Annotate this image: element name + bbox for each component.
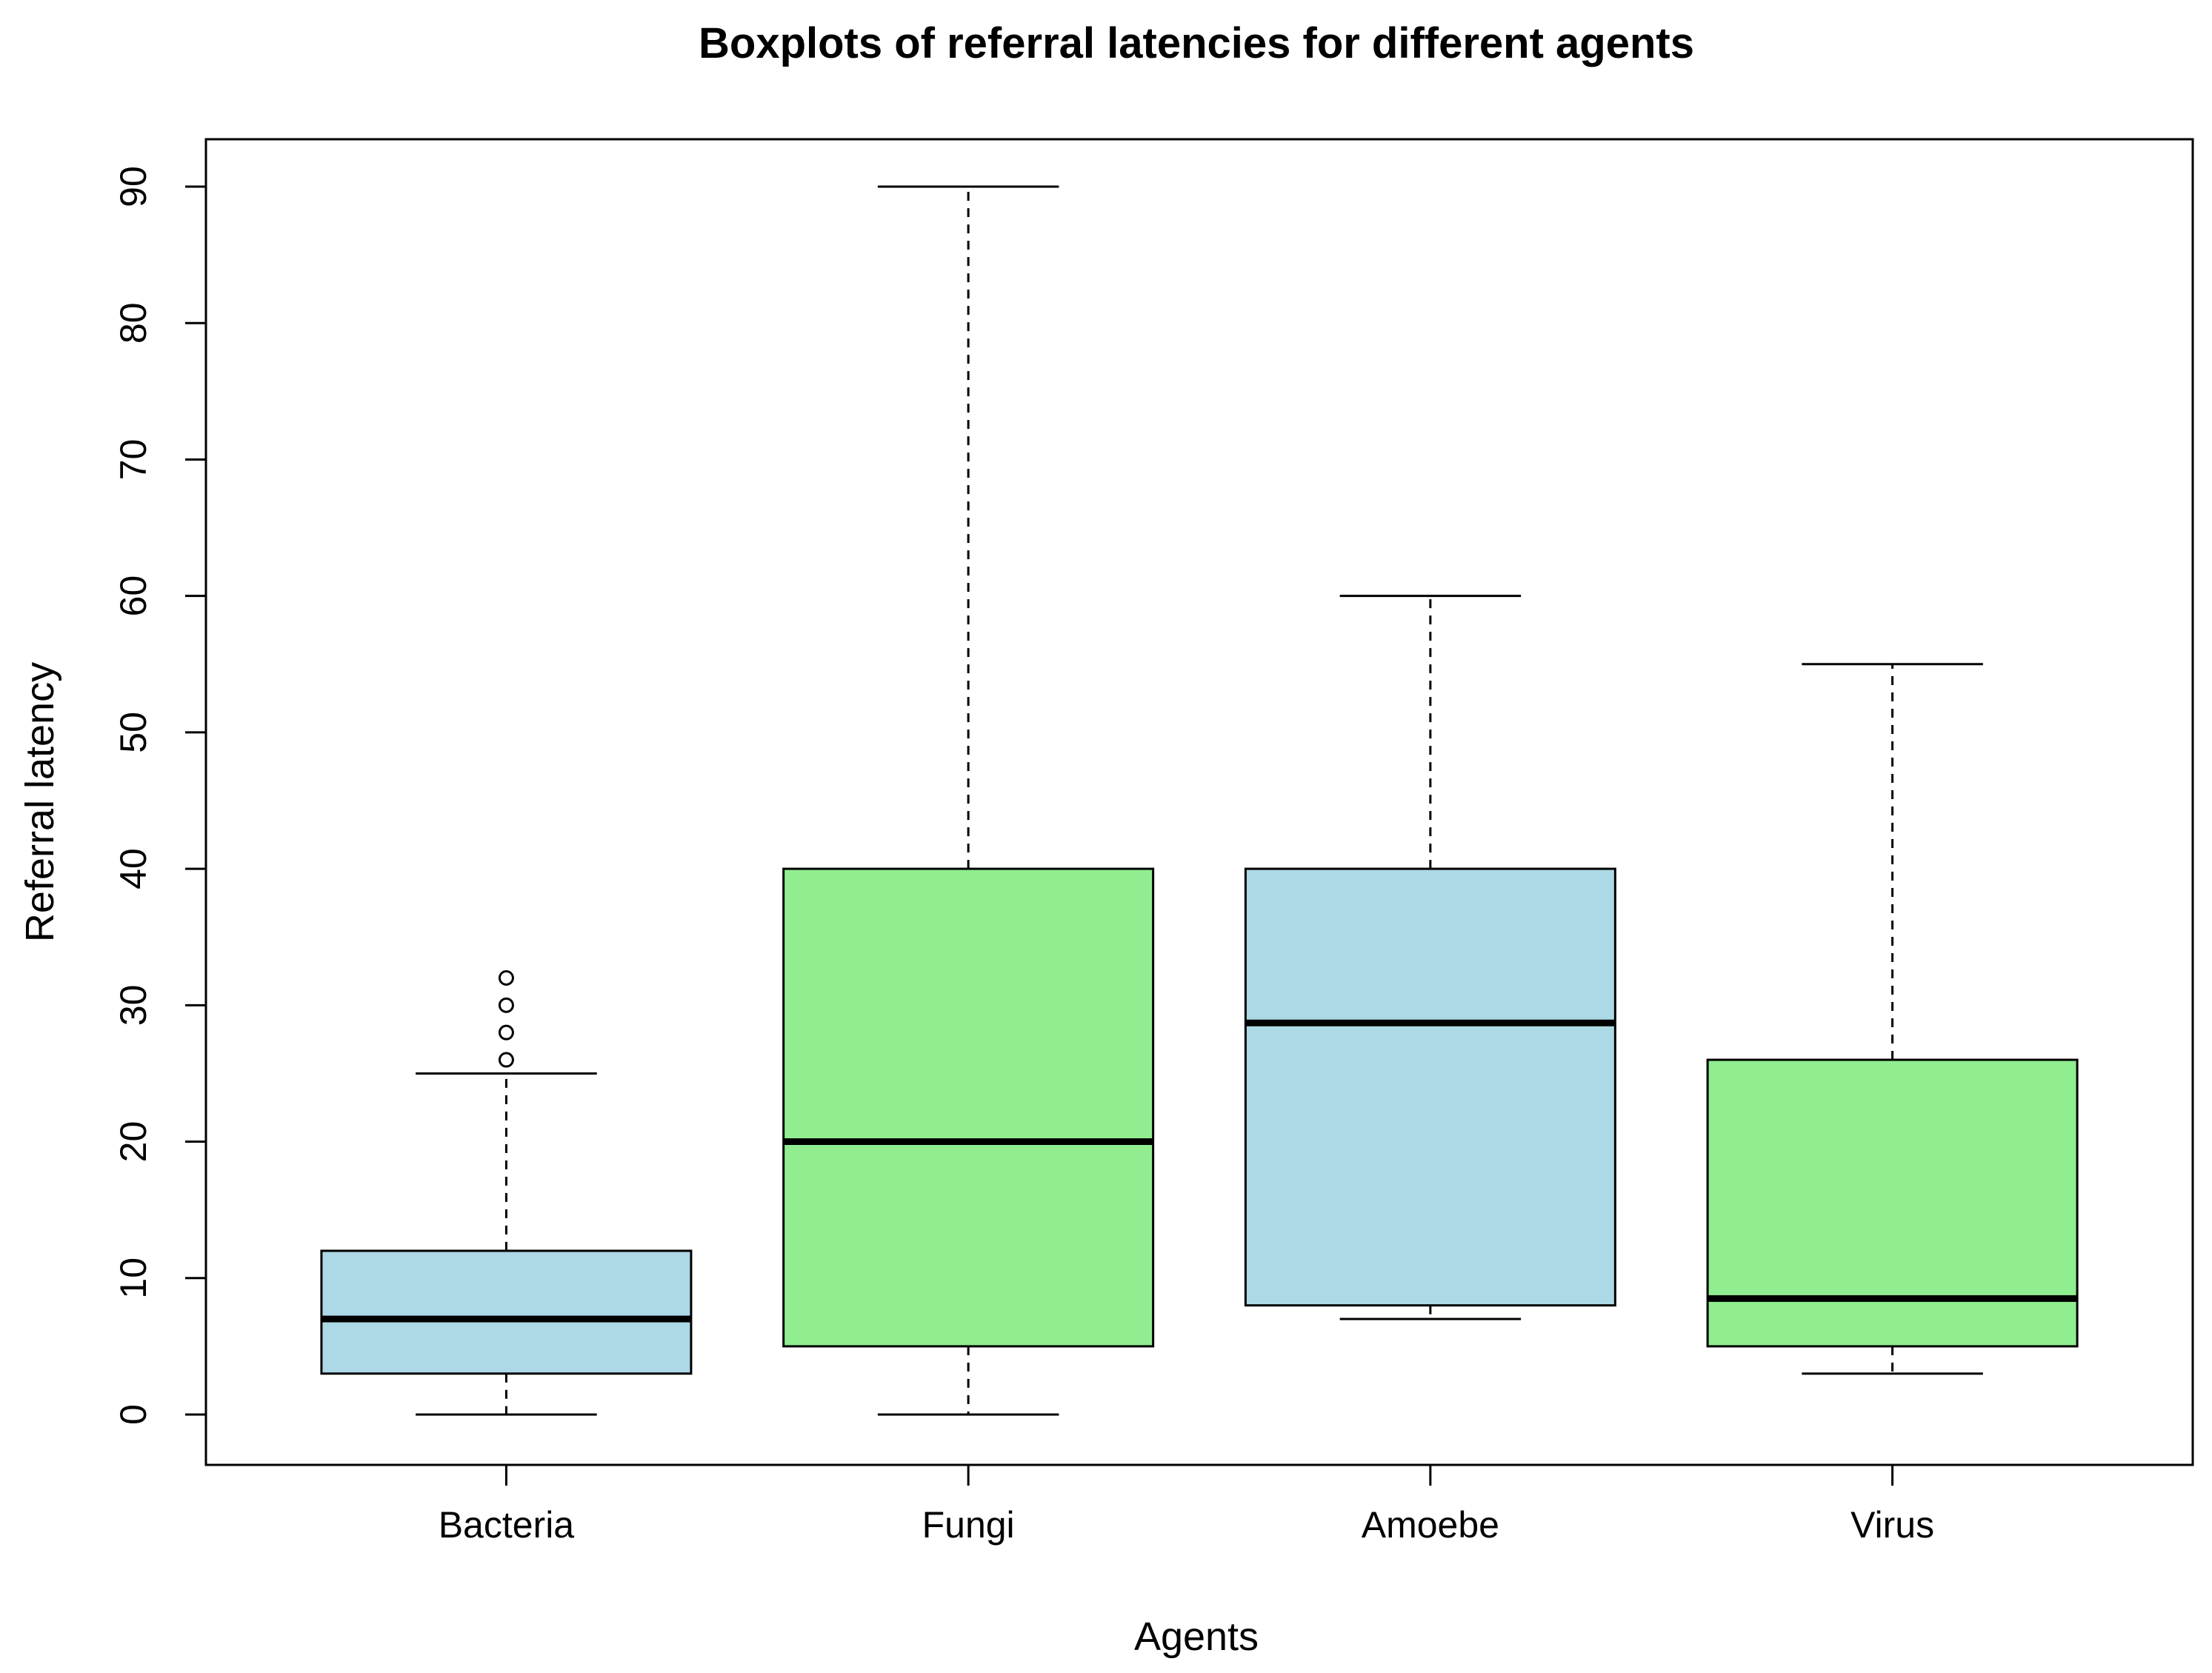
x-tick-label: Fungi [922,1504,1015,1546]
iqr-box [320,1249,693,1375]
iqr-box [1244,867,1616,1307]
y-tick-label: 20 [113,1121,154,1163]
outlier-point [498,997,514,1013]
y-axis: 0 10 20 30 40 50 60 70 80 90 [113,166,207,1425]
y-tick-label: 50 [113,712,154,753]
iqr-box [1706,1058,2079,1348]
chart-title: Boxplots of referral latencies for diffe… [699,19,1694,67]
x-tick-label: Virus [1850,1504,1934,1546]
outlier-point [498,969,514,986]
y-tick-label: 30 [113,985,154,1026]
y-tick-label: 0 [113,1404,154,1425]
box-fungi [782,185,1155,1416]
y-tick-label: 80 [113,302,154,344]
box-group [320,185,2079,1416]
y-tick-label: 60 [113,575,154,617]
outlier-point [498,1052,514,1068]
box-virus [1706,663,2079,1375]
x-tick-label: Amoebe [1362,1504,1499,1546]
outlier-point [498,1024,514,1041]
box-bacteria [320,969,693,1416]
y-axis-label: Referral latency [18,662,62,942]
x-axis: Bacteria Fungi Amoebe Virus [439,1465,1934,1546]
x-axis-label: Agents [1134,1614,1259,1659]
box-amoebe [1244,595,1616,1320]
y-tick-label: 10 [113,1258,154,1299]
iqr-box [782,867,1155,1348]
y-tick-label: 90 [113,166,154,207]
x-tick-label: Bacteria [439,1504,575,1546]
y-tick-label: 40 [113,848,154,889]
y-tick-label: 70 [113,439,154,481]
